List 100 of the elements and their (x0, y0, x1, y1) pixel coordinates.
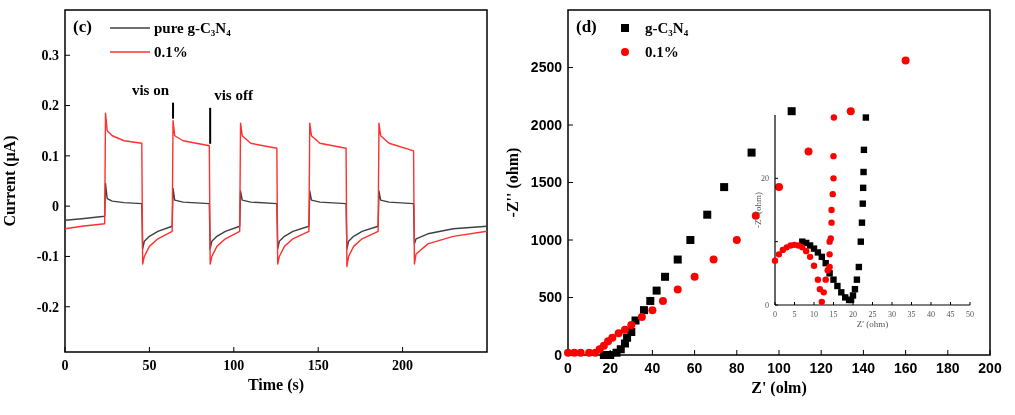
y-axis-title: Current (μA) (1, 135, 19, 227)
point (859, 200, 866, 207)
point (614, 329, 623, 338)
x-tick-label: 100 (223, 358, 245, 373)
point (828, 206, 835, 214)
point (570, 348, 579, 357)
point (862, 114, 870, 121)
x-tick-label: 50 (966, 310, 974, 319)
x-tick-label: 80 (729, 360, 745, 376)
point (775, 251, 783, 258)
point (860, 168, 867, 176)
point (803, 247, 810, 255)
x-tick-label: 15 (829, 310, 838, 319)
x-tick-label: 20 (849, 310, 857, 319)
point (818, 298, 825, 306)
x-tick-label: 50 (142, 358, 157, 373)
x-tick-label: 40 (927, 310, 935, 319)
x-tick-label: 0 (773, 310, 777, 319)
legend-label: 0.1% (154, 44, 188, 61)
x-tick-label: 25 (868, 310, 877, 319)
point (849, 292, 857, 299)
point (810, 262, 818, 269)
point (646, 296, 655, 305)
y-axis-title: -Z'' (ohm) (504, 147, 522, 218)
x-tick-label: 35 (907, 310, 916, 319)
x-tick-label: 0 (564, 360, 573, 376)
x-axis-title: Z' (ohm) (856, 319, 889, 329)
point (690, 272, 699, 281)
x-tick-label: 40 (644, 360, 661, 376)
point (822, 276, 829, 283)
point (771, 257, 779, 264)
point (820, 289, 827, 296)
point (661, 272, 670, 281)
point (787, 107, 796, 116)
x-axis-title: Z' (olm) (751, 379, 807, 397)
point (857, 238, 864, 245)
annotation: (c) (73, 17, 92, 36)
x-tick-label: 120 (809, 360, 834, 376)
point (599, 341, 608, 350)
point (747, 148, 756, 157)
y-tick-label: 1500 (530, 174, 563, 191)
point (814, 249, 822, 256)
y-tick-label: 2500 (530, 59, 563, 76)
point (703, 210, 712, 219)
point (637, 313, 646, 322)
point (673, 255, 682, 264)
x-tick-label: 200 (392, 358, 414, 373)
point (732, 236, 741, 244)
point (639, 306, 648, 315)
x-tick-label: 5 (792, 310, 797, 319)
annotation: (d) (576, 17, 597, 36)
x-axis-title: Time (s) (247, 376, 305, 394)
point (834, 282, 841, 290)
point (648, 306, 657, 315)
legend-label: pure g-C₃N₄ (154, 20, 232, 37)
point (608, 333, 617, 342)
point (853, 276, 861, 283)
point (901, 56, 910, 65)
point (830, 152, 837, 160)
y-tick-label: -0.2 (36, 299, 59, 315)
x-tick-label: 60 (686, 360, 703, 376)
x-tick-label: 140 (851, 360, 876, 376)
point (828, 219, 835, 226)
y-tick-label: 1000 (530, 231, 563, 248)
x-tick-label: 150 (307, 358, 329, 373)
legend-label: g-C₃N₄ (645, 20, 689, 37)
annotation: vis on (131, 81, 170, 98)
y-tick-label: 0.2 (41, 98, 59, 114)
y-tick-label: 500 (538, 289, 563, 306)
point (830, 276, 837, 283)
x-tick-label: 20 (602, 360, 619, 376)
y-axis-title: -Z'' (ohm) (753, 192, 763, 228)
point (585, 348, 594, 357)
point (709, 255, 718, 264)
point (775, 183, 783, 192)
x-tick-label: 100 (767, 360, 791, 376)
y-tick-label: 0.1 (41, 148, 59, 164)
x-tick-label: 0 (61, 358, 69, 373)
point (858, 219, 866, 226)
point (826, 251, 833, 258)
x-tick-label: 30 (888, 310, 896, 319)
x-tick-label: 200 (978, 360, 1002, 376)
point (814, 276, 822, 283)
point (830, 114, 838, 121)
point (829, 190, 836, 198)
y-tick-label: 2000 (530, 116, 563, 133)
annotation: vis off (214, 86, 254, 103)
y-tick-label: 0.3 (41, 48, 59, 64)
x-tick-label: 10 (810, 310, 818, 319)
point (830, 175, 837, 182)
x-tick-label: 180 (936, 360, 960, 376)
point (720, 183, 729, 192)
line-series (64, 112, 488, 268)
point (846, 107, 855, 116)
point (658, 296, 667, 305)
point (620, 325, 629, 334)
y-tick-label: 0 (52, 199, 59, 215)
point (673, 285, 682, 294)
point (576, 348, 585, 357)
x-tick-label: 45 (946, 310, 955, 319)
